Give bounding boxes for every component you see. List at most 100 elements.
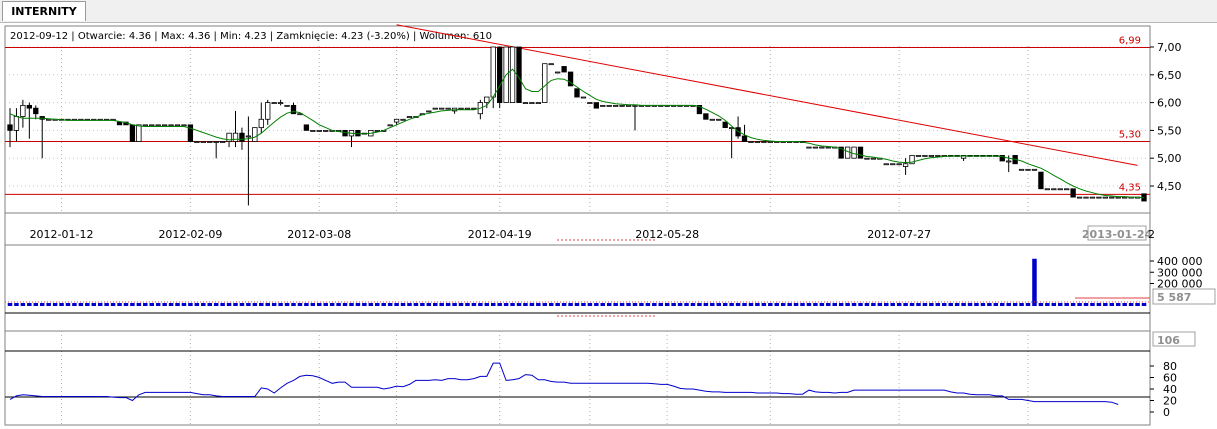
candle-body bbox=[116, 121, 123, 126]
volume-bar bbox=[710, 303, 715, 306]
volume-bar bbox=[284, 303, 290, 306]
volume-bar bbox=[703, 303, 709, 306]
candle-body bbox=[213, 141, 219, 143]
volume-last-box bbox=[1152, 288, 1216, 305]
volume-bar bbox=[832, 303, 837, 306]
candle-body bbox=[806, 146, 812, 149]
volume-bar bbox=[439, 303, 444, 306]
date-label-0: 2012-01-12 bbox=[30, 228, 94, 241]
volume-bar bbox=[954, 303, 960, 306]
volume-bar bbox=[278, 303, 283, 306]
volume-bar bbox=[420, 303, 425, 306]
volume-last-label: 5 587 bbox=[1157, 291, 1191, 304]
volume-bar bbox=[742, 303, 747, 306]
candle-body bbox=[484, 96, 490, 104]
volume-bar bbox=[317, 303, 322, 306]
osc-tick-label-3: 20 bbox=[1163, 395, 1177, 408]
volume-bar bbox=[349, 303, 354, 306]
candle-body bbox=[864, 157, 870, 160]
volume-bar bbox=[503, 303, 509, 306]
volume-bar bbox=[1051, 303, 1057, 306]
volume-bar bbox=[922, 303, 928, 306]
volume-bar bbox=[207, 303, 212, 306]
candle-body bbox=[883, 163, 889, 166]
candle-body bbox=[1083, 196, 1089, 199]
candle-body bbox=[535, 102, 541, 104]
candle-body bbox=[1044, 188, 1051, 191]
volume-bar bbox=[929, 303, 934, 306]
info-volume: 610 bbox=[473, 31, 492, 42]
volume-bar bbox=[136, 303, 142, 306]
volume-bar bbox=[20, 303, 26, 306]
volume-bar bbox=[851, 303, 857, 306]
info-volume-label: Wolumen: bbox=[420, 31, 470, 42]
candle-body bbox=[432, 107, 438, 110]
candle-body bbox=[922, 155, 928, 157]
candle-body bbox=[284, 104, 290, 107]
volume-bar bbox=[72, 303, 77, 306]
candle-body bbox=[316, 129, 322, 132]
volume-layer bbox=[5, 258, 1150, 317]
volume-bar bbox=[529, 303, 535, 306]
volume-bar bbox=[484, 303, 490, 306]
volume-bar bbox=[632, 303, 638, 306]
volume-bar bbox=[587, 303, 593, 306]
date-label-5: 2012-07-27 bbox=[867, 228, 931, 241]
candle-body bbox=[265, 102, 271, 120]
volume-bar bbox=[838, 303, 844, 306]
candle-body bbox=[902, 163, 909, 167]
volume-bar bbox=[39, 303, 45, 306]
osc-last-box bbox=[1152, 331, 1196, 347]
candle-body bbox=[271, 102, 277, 104]
volume-bar bbox=[877, 303, 883, 306]
candle-body bbox=[999, 155, 1005, 162]
volume-bar bbox=[465, 303, 470, 306]
volume-bar bbox=[942, 303, 947, 306]
volume-bar bbox=[400, 303, 406, 306]
candle-body bbox=[703, 113, 709, 120]
volume-bar bbox=[774, 303, 779, 306]
candle-body bbox=[567, 71, 574, 87]
volume-bar bbox=[310, 303, 316, 306]
volume-bar bbox=[181, 303, 187, 306]
volume-bar bbox=[980, 303, 986, 306]
candle-body bbox=[471, 107, 477, 110]
chart-frame bbox=[4, 25, 1151, 426]
volume-bar bbox=[375, 303, 380, 306]
candle-body bbox=[1070, 188, 1076, 198]
volume-bar bbox=[896, 303, 902, 306]
volume-bar bbox=[27, 303, 32, 306]
volume-bar bbox=[677, 303, 683, 306]
tab-internity[interactable]: INTERNITY bbox=[2, 1, 86, 21]
volume-bar bbox=[33, 303, 39, 306]
volume-bar bbox=[1141, 303, 1147, 306]
volume-bar bbox=[800, 303, 805, 306]
volume-bar bbox=[1122, 303, 1127, 306]
candle-body bbox=[1089, 196, 1096, 199]
candle-body bbox=[258, 118, 264, 129]
volume-bar bbox=[793, 303, 799, 306]
volume-bar bbox=[1077, 303, 1082, 306]
chart-canvas[interactable]: 2012-09-12 | Otwarcie: 4.36 | Max: 4.36 … bbox=[0, 22, 1217, 429]
volume-bar bbox=[297, 303, 303, 306]
candle-body bbox=[1096, 196, 1102, 199]
volume-bar bbox=[884, 303, 889, 306]
candle-body bbox=[149, 124, 155, 127]
candle-body bbox=[1025, 168, 1031, 171]
candle-body bbox=[393, 118, 400, 123]
volume-bar bbox=[548, 303, 554, 306]
candle-body bbox=[310, 129, 316, 132]
candle-body bbox=[935, 155, 941, 157]
candle-body bbox=[1018, 168, 1025, 171]
volume-bar bbox=[252, 303, 258, 306]
volume-bar bbox=[291, 303, 296, 306]
volume-bar bbox=[342, 303, 348, 306]
volume-bar bbox=[497, 303, 502, 306]
candle-body bbox=[20, 104, 26, 117]
osc-tick-label-4: 0 bbox=[1163, 406, 1170, 419]
volume-bar bbox=[130, 303, 135, 306]
volume-bar bbox=[168, 303, 174, 306]
volume-bar bbox=[967, 303, 973, 306]
candle-body bbox=[619, 104, 625, 107]
candle-body bbox=[445, 107, 451, 110]
